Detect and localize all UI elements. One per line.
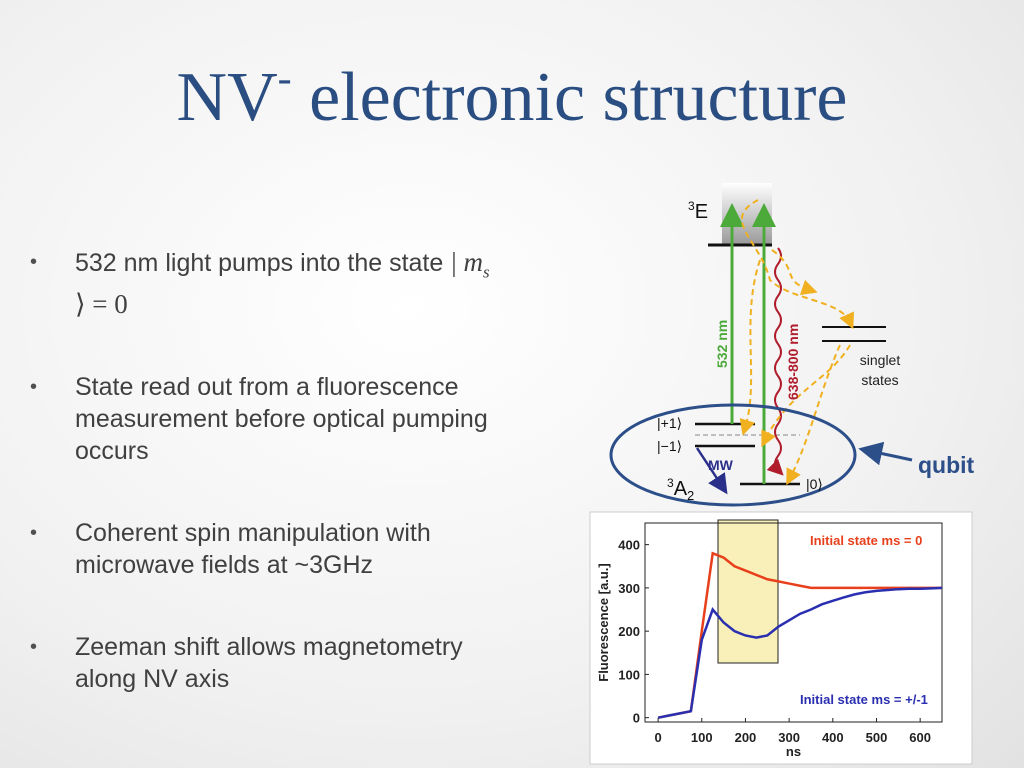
math-subscript: s xyxy=(482,262,490,282)
qubit-label: qubit xyxy=(918,452,975,478)
title-main: NV xyxy=(176,59,278,136)
bullet-list: 532 nm light pumps into the state| ms ⟩ … xyxy=(30,246,490,745)
singlet-label: states xyxy=(861,372,898,388)
x-tick-label: 300 xyxy=(778,730,800,745)
x-tick-label: 500 xyxy=(866,730,888,745)
bullet: 532 nm light pumps into the state| ms ⟩ … xyxy=(30,246,490,321)
pump-label: 532 nm xyxy=(714,320,730,368)
legend-entry: Initial state ms = +/-1 xyxy=(800,692,928,707)
plot-panel xyxy=(589,511,973,765)
series-line xyxy=(657,551,942,719)
decay-paths xyxy=(739,199,854,486)
mw-arrow xyxy=(695,447,728,495)
subscript: 2 xyxy=(687,488,694,503)
fluorescence-plot: 0 100 200 300 400 500 600 0 100 200 300 400 ns Fluore… xyxy=(589,511,973,765)
y-axis-label: Fluorescence [a.u.] xyxy=(596,563,611,681)
x-tick-label: 600 xyxy=(909,730,931,745)
y-tick-label: 100 xyxy=(618,667,640,682)
state-label: |+1⟩ xyxy=(657,415,682,431)
label-main: E xyxy=(695,201,708,223)
x-tick-label: 100 xyxy=(691,730,713,745)
y-tick-label: 300 xyxy=(618,581,640,596)
bullet-text: 532 nm light pumps into the state xyxy=(75,249,444,277)
qubit-ellipse xyxy=(609,403,857,507)
mw-label: MW xyxy=(708,457,734,473)
legend-entry: Initial state ms = 0 xyxy=(810,533,922,548)
bullet: State read out from a fluorescence measu… xyxy=(30,371,490,467)
x-tick-label: 0 xyxy=(654,730,661,745)
x-axis-label: ns xyxy=(786,744,801,759)
energy-diagram: 3E 3A2 532 nm 638-800 nm singlet states … xyxy=(609,183,975,507)
math-symbol: m xyxy=(463,247,483,277)
superscript: 3 xyxy=(667,476,674,490)
bullet: Coherent spin manipulation with microwav… xyxy=(30,517,490,581)
superscript: 3 xyxy=(688,199,695,213)
emission-arrow xyxy=(766,247,784,476)
state-label: |−1⟩ xyxy=(657,438,682,454)
state-math: | ms ⟩ = 0 xyxy=(75,247,490,320)
math-rest: = 0 xyxy=(92,289,128,320)
highlight-window xyxy=(717,519,779,664)
series-line xyxy=(657,586,943,719)
bullet: Zeeman shift allows magnetometry along N… xyxy=(30,631,490,695)
slide-title: NV- electronic structure xyxy=(0,58,1024,138)
title-rest: electronic structure xyxy=(309,59,848,136)
y-tick-label: 0 xyxy=(633,711,640,726)
state-label: |0⟩ xyxy=(806,476,823,492)
label-main: A xyxy=(674,478,688,500)
ground-label: 3A2 xyxy=(667,476,694,503)
singlet-label: singlet xyxy=(860,352,901,368)
y-tick-label: 200 xyxy=(618,624,640,639)
x-tick-label: 400 xyxy=(822,730,844,745)
excited-label: 3E xyxy=(688,199,708,223)
x-tick-label: 200 xyxy=(735,730,757,745)
emission-label: 638-800 nm xyxy=(785,324,801,400)
y-tick-label: 400 xyxy=(618,538,640,553)
qubit-arrow xyxy=(858,441,913,466)
plot-frame xyxy=(644,522,943,723)
title-superscript: - xyxy=(277,56,292,102)
